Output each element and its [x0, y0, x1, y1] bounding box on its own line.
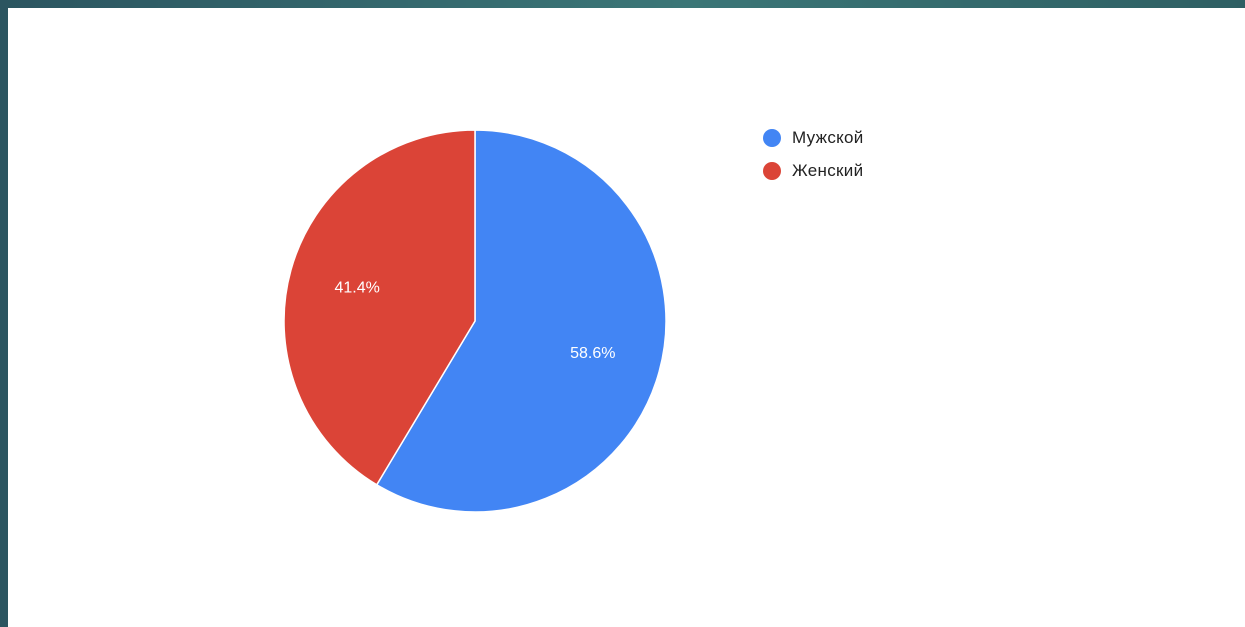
- legend-item-female: Женский: [763, 160, 864, 182]
- slice-label-male: 58.6%: [570, 345, 615, 362]
- chart-canvas: 58.6% 41.4% Мужской Женский: [8, 8, 1245, 627]
- pie-chart: 58.6% 41.4%: [283, 129, 667, 513]
- pie-slices: [283, 129, 667, 513]
- legend-marker-male: [763, 129, 781, 147]
- slice-male: [375, 129, 667, 513]
- legend-marker-female: [763, 162, 781, 180]
- slice-label-female: 41.4%: [335, 280, 380, 297]
- legend-label-male: Мужской: [792, 128, 864, 147]
- legend-label-female: Женский: [792, 161, 864, 180]
- pie-labels: 58.6% 41.4%: [335, 280, 616, 362]
- slice-female: [283, 129, 476, 486]
- chart-legend: Мужской Женский: [763, 127, 864, 193]
- legend-item-male: Мужской: [763, 127, 864, 149]
